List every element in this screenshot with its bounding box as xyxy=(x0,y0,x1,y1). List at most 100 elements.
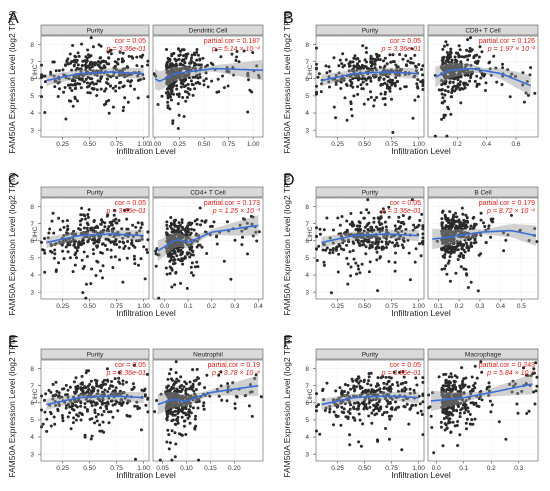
data-point xyxy=(367,414,371,418)
data-point xyxy=(413,98,417,102)
facet-strip xyxy=(427,186,539,198)
data-point xyxy=(396,65,400,69)
data-point xyxy=(135,64,139,68)
data-point xyxy=(458,433,462,437)
data-point xyxy=(334,247,338,251)
data-point xyxy=(109,48,113,52)
data-point xyxy=(222,86,226,90)
data-point xyxy=(474,401,478,405)
data-point xyxy=(196,53,200,57)
data-point xyxy=(375,250,379,254)
data-point xyxy=(372,220,376,224)
data-point xyxy=(479,218,483,222)
data-point xyxy=(66,224,70,228)
data-point xyxy=(472,384,475,388)
data-point xyxy=(394,63,398,67)
data-point xyxy=(80,206,84,210)
data-point xyxy=(79,404,83,408)
data-point xyxy=(411,228,415,232)
data-point xyxy=(107,225,111,229)
data-point xyxy=(439,420,443,424)
data-point xyxy=(354,238,358,242)
data-point xyxy=(375,96,379,99)
data-point xyxy=(135,231,139,235)
data-point xyxy=(186,243,189,247)
data-point xyxy=(171,119,175,123)
data-point xyxy=(64,383,68,387)
data-point xyxy=(75,82,79,86)
row-label: LIHC xyxy=(32,64,39,79)
data-point xyxy=(85,56,89,60)
data-point xyxy=(195,50,199,54)
x-tick-label: 0.25 xyxy=(56,465,69,472)
data-point xyxy=(186,224,190,228)
data-point xyxy=(370,411,374,415)
data-point xyxy=(96,79,100,83)
data-point xyxy=(465,245,469,248)
data-point xyxy=(468,46,472,50)
data-point xyxy=(127,73,131,77)
data-point xyxy=(441,67,444,71)
data-point xyxy=(360,77,364,81)
data-point xyxy=(54,268,58,272)
data-point xyxy=(185,65,189,69)
data-point xyxy=(393,408,397,412)
data-point xyxy=(57,69,61,73)
data-point xyxy=(315,235,318,238)
data-point xyxy=(488,67,492,71)
data-point xyxy=(185,382,188,386)
data-point xyxy=(245,221,249,225)
data-point xyxy=(82,213,85,217)
data-point xyxy=(421,84,425,88)
data-point xyxy=(440,92,444,96)
data-point xyxy=(50,244,53,248)
data-point xyxy=(53,248,57,252)
data-point xyxy=(473,417,477,421)
data-point xyxy=(400,448,404,452)
data-point xyxy=(360,87,364,91)
data-point xyxy=(452,213,455,217)
data-point xyxy=(458,255,462,259)
data-point xyxy=(345,256,349,260)
data-point xyxy=(348,64,352,68)
data-point xyxy=(336,270,340,274)
data-point xyxy=(419,80,423,84)
data-point xyxy=(445,219,449,222)
data-point xyxy=(487,381,491,385)
data-point xyxy=(328,85,331,89)
data-point xyxy=(358,244,362,248)
data-point xyxy=(80,217,84,221)
data-point xyxy=(388,417,392,421)
data-point xyxy=(460,247,464,251)
data-point xyxy=(361,74,365,78)
data-point xyxy=(451,80,455,84)
data-point xyxy=(112,66,116,70)
data-point xyxy=(340,405,344,409)
data-point xyxy=(382,387,386,391)
data-point xyxy=(466,38,470,42)
data-point xyxy=(365,82,369,86)
data-point xyxy=(40,240,43,244)
stat-cor: cor = 0.05 xyxy=(115,38,146,45)
data-point xyxy=(187,245,191,249)
data-point xyxy=(332,423,335,427)
data-point xyxy=(200,245,204,249)
data-point xyxy=(123,208,126,212)
data-point xyxy=(122,105,126,109)
data-point xyxy=(78,411,82,415)
data-point xyxy=(68,385,72,389)
data-point xyxy=(357,402,361,406)
y-tick-label: 6 xyxy=(305,400,309,407)
data-point xyxy=(160,94,164,98)
data-point xyxy=(413,74,417,78)
data-point xyxy=(358,418,362,422)
data-point xyxy=(247,78,250,82)
data-point xyxy=(154,264,158,268)
data-point xyxy=(439,425,443,429)
data-point xyxy=(177,379,181,383)
data-point xyxy=(182,85,186,89)
data-point xyxy=(355,224,359,228)
stat-cor: partial.cor = 0.187 xyxy=(204,38,260,45)
data-point xyxy=(71,104,75,108)
data-point xyxy=(191,273,195,277)
